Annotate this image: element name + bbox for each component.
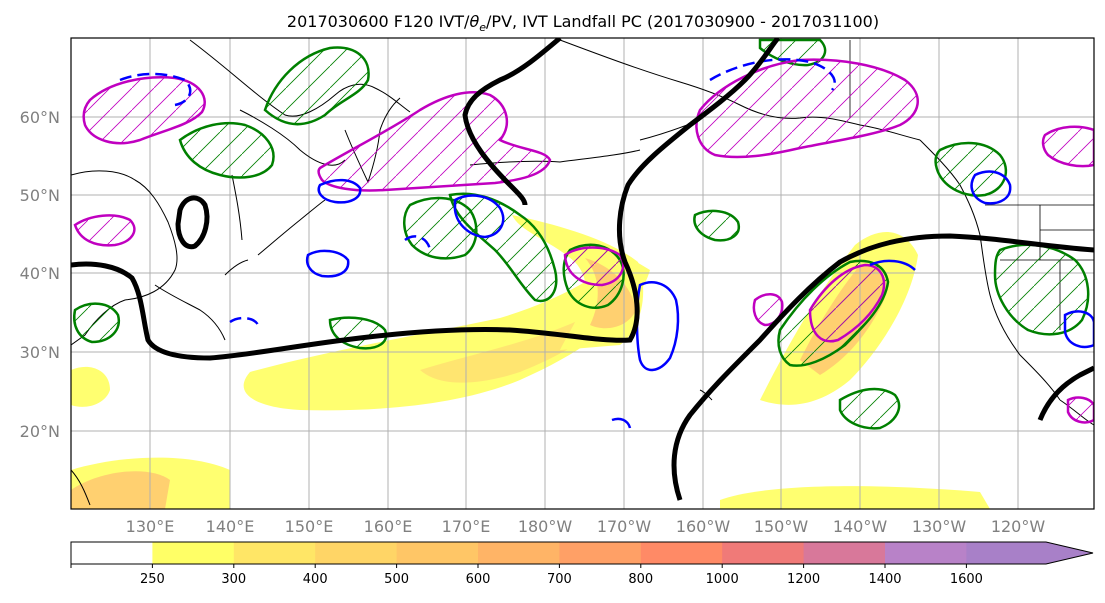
- green-contour-central-west: [448, 192, 558, 303]
- magenta-contour-northwest: [82, 76, 206, 145]
- lon-tick-label: 150°W: [754, 517, 809, 536]
- blue-contour-central-2: [635, 281, 680, 372]
- lon-tick-label: 170°E: [442, 517, 491, 536]
- height-contours: [71, 38, 1094, 501]
- colorbar-cell: [478, 542, 560, 564]
- magenta-contour-central: [563, 246, 625, 287]
- lon-tick-labels: 130°E 140°E 150°E 160°E 170°E 180°W 170°…: [126, 517, 1046, 536]
- coast-kuril-islands: [257, 199, 326, 256]
- lon-tick-label: 130°W: [912, 517, 967, 536]
- lon-tick-label: 140°W: [833, 517, 888, 536]
- lon-tick-label: 180°W: [518, 517, 573, 536]
- blue-contour-bering-1: [317, 178, 362, 204]
- lon-tick-label: 140°E: [206, 517, 255, 536]
- colorbar-cell: [71, 542, 153, 564]
- ivt-shade-west-edge: [71, 366, 110, 407]
- lat-tick-label: 50°N: [20, 186, 60, 205]
- green-contour-east-low: [838, 387, 901, 430]
- colorbar-tick-label: 1400: [868, 572, 901, 587]
- lat-tick-labels: 60°N 50°N 40°N 30°N 20°N: [20, 108, 60, 441]
- green-contour-west-edge: [73, 302, 121, 344]
- magenta-contour-gulf: [808, 263, 886, 343]
- colorbar-cell: [966, 542, 1093, 564]
- ivt-shade-pacific-plume-core: [420, 300, 615, 383]
- lat-tick-label: 40°N: [20, 264, 60, 283]
- blue-contour-alaska-dashed: [709, 58, 836, 91]
- colorbar-tick-label: 1600: [950, 572, 983, 587]
- magenta-contours: [73, 58, 1094, 424]
- colorbar-outline: [70, 541, 1094, 565]
- blue-contour-dashed-2: [229, 316, 260, 326]
- lon-tick-label: 160°E: [364, 517, 413, 536]
- colorbar-tick-label: 1200: [787, 572, 820, 587]
- green-contour-bering: [263, 46, 370, 126]
- colorbar-cell: [315, 542, 398, 564]
- colorbar: 250 300 400 500 600 700 800 1000 1200 1400 1600: [70, 541, 1094, 587]
- coast-sakhalin: [231, 174, 243, 241]
- colorbar-cell: [885, 542, 967, 564]
- blue-contour-central-1: [453, 194, 505, 239]
- blue-contour-northeast: [970, 170, 1012, 205]
- magenta-contour-southeast: [1066, 396, 1094, 424]
- lat-tick-label: 60°N: [20, 108, 60, 127]
- lat-tick-label: 20°N: [20, 422, 60, 441]
- blue-contour-west: [305, 249, 350, 278]
- colorbar-labels: 250 300 400 500 600 700 800 1000 1200 1400 1600: [140, 572, 983, 587]
- height-contour-east: [671, 233, 1094, 501]
- blue-contour-west-coast: [1063, 310, 1094, 349]
- green-contour-kamchatka: [178, 121, 275, 179]
- ivt-shade-southwest-core: [71, 471, 170, 509]
- green-contour-central-east: [693, 209, 741, 242]
- blue-contour-small-south: [611, 417, 632, 429]
- ivt-shade-south-central: [720, 486, 990, 509]
- colorbar-cell: [722, 542, 805, 564]
- colorbar-cells: [71, 542, 1093, 564]
- lat-tick-label: 30°N: [20, 343, 60, 362]
- map-panel: [71, 38, 1094, 509]
- lon-tick-label: 160°W: [676, 517, 731, 536]
- coast-japan-honshu: [154, 284, 226, 341]
- colorbar-cell: [396, 542, 479, 564]
- height-contour-main: [71, 38, 780, 361]
- coast-asia-mainland: [71, 170, 178, 346]
- blue-contours: [119, 58, 1094, 429]
- height-contour-top: [462, 38, 562, 206]
- colorbar-ticks: [70, 564, 967, 568]
- lon-tick-label: 170°W: [597, 517, 652, 536]
- magenta-contour-northeast-edge: [1041, 125, 1094, 168]
- lon-tick-label: 130°E: [126, 517, 175, 536]
- lon-tick-label: 150°E: [285, 517, 334, 536]
- colorbar-tick-label: 250: [140, 572, 165, 587]
- magenta-contour-west: [73, 214, 136, 247]
- blue-contour-northwest-dashed: [119, 72, 192, 107]
- lon-tick-label: 120°W: [991, 517, 1046, 536]
- colorbar-cell: [803, 542, 886, 564]
- blue-contour-dashed-1: [404, 235, 432, 251]
- coast-japan-hokkaido: [224, 259, 249, 276]
- colorbar-tick-label: 600: [466, 572, 491, 587]
- colorbar-cell: [559, 542, 642, 564]
- figure-title: 2017030600 F120 IVT/θe/PV, IVT Landfall …: [287, 12, 879, 34]
- coast-philippines: [71, 469, 91, 506]
- colorbar-tick-label: 1000: [706, 572, 739, 587]
- colorbar-cell: [233, 542, 316, 564]
- colorbar-tick-label: 500: [384, 572, 409, 587]
- colorbar-tick-label: 700: [547, 572, 572, 587]
- colorbar-cell: [640, 542, 723, 564]
- colorbar-tick-label: 400: [303, 572, 328, 587]
- colorbar-tick-label: 800: [628, 572, 653, 587]
- height-contour-west-loop: [175, 195, 210, 250]
- height-contour-southeast: [1037, 365, 1094, 421]
- blue-contour-east: [869, 259, 916, 271]
- colorbar-cell: [152, 542, 235, 564]
- colorbar-tick-label: 300: [221, 572, 246, 587]
- map-frame: [70, 37, 1095, 510]
- green-contour-northeast: [934, 141, 1008, 197]
